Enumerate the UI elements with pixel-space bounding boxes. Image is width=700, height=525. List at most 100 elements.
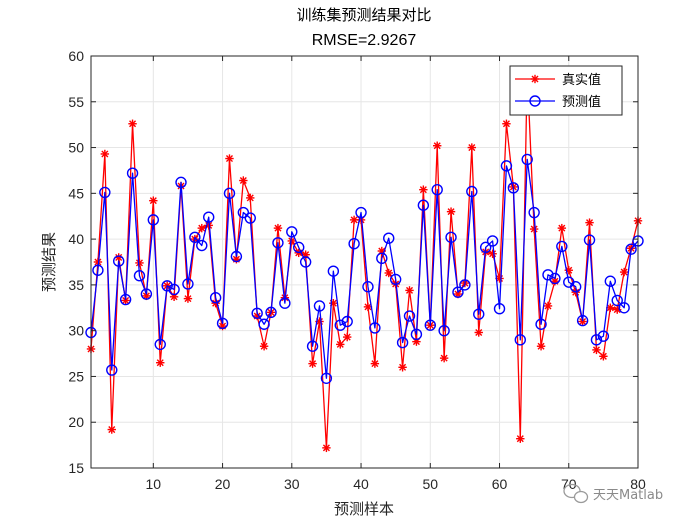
data-point-actual — [308, 359, 317, 368]
data-point-predicted — [438, 324, 450, 337]
data-point-predicted — [590, 334, 603, 346]
data-point-predicted — [500, 160, 513, 172]
data-point-predicted — [216, 317, 229, 330]
data-point-predicted — [486, 235, 499, 247]
y-tick-label: 15 — [68, 460, 84, 476]
data-point-predicted — [154, 338, 166, 351]
data-point-predicted — [604, 275, 617, 287]
data-point-predicted — [140, 288, 153, 300]
data-point-predicted — [175, 176, 187, 189]
data-point-actual — [259, 342, 269, 351]
data-point-actual — [225, 154, 234, 163]
y-tick-label: 25 — [68, 368, 84, 384]
y-axis-label: 预测结果 — [40, 232, 58, 292]
x-tick-label: 40 — [353, 476, 369, 492]
data-point-predicted — [473, 308, 485, 320]
data-point-predicted — [369, 322, 381, 334]
data-point-actual — [592, 345, 601, 355]
x-tick-label: 80 — [630, 476, 646, 492]
data-point-predicted — [293, 241, 305, 254]
legend-label-predicted: 预测值 — [562, 94, 601, 110]
watermark: 天天Matlab — [563, 483, 663, 504]
data-point-actual — [370, 359, 380, 368]
x-axis-label: 预测样本 — [334, 500, 394, 518]
data-point-actual — [619, 267, 629, 277]
data-point-actual — [543, 301, 553, 311]
data-point-actual — [336, 340, 345, 349]
data-point-actual — [578, 317, 587, 326]
x-tick-label: 10 — [146, 476, 162, 492]
data-point-predicted — [196, 239, 208, 252]
data-point-predicted — [223, 187, 236, 200]
data-point-actual — [246, 193, 255, 203]
data-point-predicted — [348, 237, 360, 250]
data-point-predicted — [272, 237, 284, 249]
data-point-predicted — [299, 256, 312, 268]
data-point-predicted — [383, 232, 395, 244]
data-point-predicted — [459, 279, 471, 291]
data-point-actual — [405, 286, 414, 295]
data-point-predicted — [313, 300, 326, 312]
data-point-predicted — [189, 231, 201, 243]
data-point-predicted — [597, 330, 610, 342]
data-point-actual — [100, 149, 110, 159]
data-point-predicted — [535, 318, 547, 330]
legend-circle-icon — [529, 95, 541, 107]
data-point-predicted — [209, 292, 222, 304]
data-point-predicted — [410, 328, 423, 341]
data-point-predicted — [161, 280, 173, 292]
legend-marker-actual — [530, 74, 540, 84]
data-point-predicted — [528, 206, 540, 219]
data-point-predicted — [445, 231, 457, 243]
series-line-predicted — [90, 158, 639, 379]
data-point-predicted — [92, 264, 104, 276]
data-point-predicted — [119, 293, 132, 306]
data-point-predicted — [286, 226, 298, 238]
y-tick-label: 45 — [68, 185, 84, 201]
data-point-predicted — [549, 272, 561, 285]
legend-asterisk-icon — [530, 74, 540, 84]
data-point-predicted — [507, 182, 520, 194]
data-point-actual — [433, 141, 442, 150]
data-point-actual — [273, 223, 283, 233]
data-point-actual — [342, 332, 352, 342]
data-point-predicted — [168, 283, 180, 296]
data-point-actual — [502, 119, 511, 128]
data-point-predicted — [493, 302, 506, 315]
data-point-predicted — [341, 315, 353, 328]
data-point-predicted — [611, 294, 623, 307]
data-point-actual — [599, 352, 608, 361]
data-point-actual — [516, 434, 525, 443]
data-point-predicted — [355, 206, 367, 219]
data-point-actual — [557, 223, 567, 233]
data-point-predicted — [556, 240, 568, 253]
data-point-actual — [439, 353, 449, 363]
y-tick-label: 35 — [68, 277, 84, 293]
data-point-predicted — [389, 273, 402, 286]
data-point-predicted — [417, 199, 430, 211]
data-point-predicted — [424, 319, 436, 331]
data-point-predicted — [244, 212, 256, 224]
data-point-predicted — [106, 364, 118, 376]
data-point-predicted — [265, 306, 277, 319]
data-point-predicted — [583, 234, 596, 246]
data-point-actual — [467, 143, 477, 152]
data-point-predicted — [514, 334, 526, 346]
plot-frame — [90, 55, 639, 469]
data-point-predicted — [147, 214, 160, 226]
data-point-predicted — [396, 336, 409, 349]
data-point-predicted — [133, 270, 146, 282]
data-point-predicted — [362, 281, 374, 293]
chart-title: 训练集预测结果对比 — [296, 6, 431, 24]
data-point-actual — [606, 303, 615, 312]
data-point-predicted — [306, 340, 319, 352]
data-point-actual — [474, 328, 483, 337]
data-point-predicted — [258, 318, 270, 330]
data-point-actual — [398, 363, 407, 372]
data-point-actual — [197, 223, 206, 233]
x-tick-label: 70 — [561, 476, 577, 492]
data-point-actual — [107, 425, 116, 434]
data-point-predicted — [618, 302, 630, 314]
wechat-icon — [563, 483, 589, 504]
